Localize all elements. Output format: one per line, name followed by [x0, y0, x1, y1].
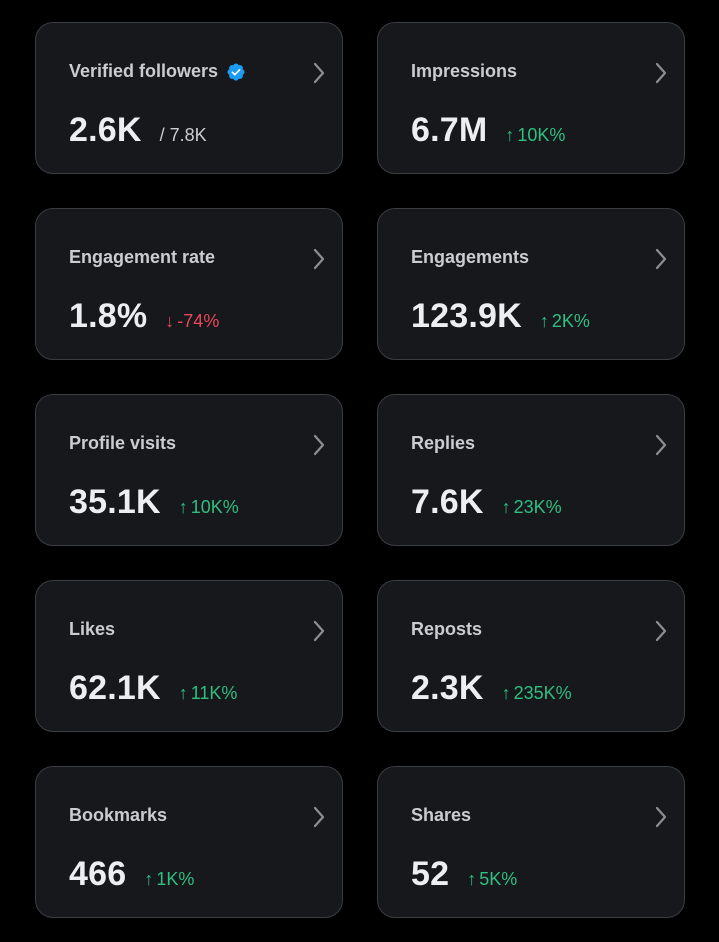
- metric-card-likes[interactable]: Likes 62.1K ↑ 11K%: [35, 580, 343, 732]
- metric-value-row: 52 ↑ 5K%: [411, 855, 517, 894]
- arrow-up-icon: ↑: [178, 497, 188, 517]
- metric-value: 7.6K: [411, 483, 484, 521]
- metric-value-row: 35.1K ↑ 10K%: [69, 483, 239, 522]
- metric-change: ↑ 2K%: [540, 311, 590, 332]
- metric-change: ↓ -74%: [165, 311, 219, 332]
- metric-change-value: 10K%: [190, 497, 239, 517]
- metric-label: Verified followers: [69, 61, 219, 81]
- metric-card-replies[interactable]: Replies 7.6K ↑ 23K%: [377, 394, 685, 546]
- metric-change: ↑ 10K%: [179, 497, 239, 518]
- metric-value-row: 7.6K ↑ 23K%: [411, 483, 562, 522]
- metric-label: Profile visits: [69, 433, 177, 453]
- metric-value: 466: [69, 855, 127, 893]
- arrow-up-icon: ↑: [467, 869, 477, 889]
- chevron-right-icon: [313, 62, 325, 84]
- metric-change: ↑ 1K%: [144, 869, 194, 890]
- metric-change-value: 11K%: [190, 683, 238, 703]
- metric-change-value: 5K%: [479, 869, 518, 889]
- metric-value: 2.3K: [411, 669, 484, 707]
- metric-label: Shares: [411, 805, 472, 825]
- arrow-up-icon: ↑: [178, 683, 188, 703]
- arrow-up-icon: ↑: [144, 869, 154, 889]
- metric-change: ↑ 10K%: [505, 125, 565, 146]
- arrow-up-icon: ↑: [539, 311, 549, 331]
- metric-value: 52: [411, 855, 450, 893]
- arrow-up-icon: ↑: [501, 497, 511, 517]
- arrow-down-icon: ↓: [165, 311, 175, 331]
- metric-change: ↑ 5K%: [467, 869, 517, 890]
- metric-value-row: 6.7M ↑ 10K%: [411, 111, 565, 150]
- metric-value: 35.1K: [69, 483, 161, 521]
- metric-label-wrap: Verified followers: [69, 61, 246, 82]
- metric-label: Engagement rate: [69, 247, 216, 267]
- chevron-right-icon: [655, 248, 667, 270]
- metric-label: Likes: [69, 619, 116, 639]
- metric-change-value: 23K%: [513, 497, 562, 517]
- metric-value-row: 2.3K ↑ 235K%: [411, 669, 572, 708]
- metric-change-value: -74%: [177, 311, 220, 331]
- chevron-right-icon: [313, 620, 325, 642]
- metric-value-row: 62.1K ↑ 11K%: [69, 669, 237, 708]
- metric-value: 62.1K: [69, 669, 161, 707]
- metric-change-value: 2K%: [551, 311, 590, 331]
- metric-change-value: 10K%: [517, 125, 566, 145]
- metric-change: ↑ 235K%: [502, 683, 572, 704]
- chevron-right-icon: [655, 806, 667, 828]
- metric-value: 123.9K: [411, 297, 522, 335]
- metric-value-row: 2.6K / 7.8K: [69, 111, 207, 150]
- metric-label: Replies: [411, 433, 476, 453]
- arrow-up-icon: ↑: [505, 125, 515, 145]
- metric-change: ↑ 11K%: [179, 683, 238, 704]
- metric-card-reposts[interactable]: Reposts 2.3K ↑ 235K%: [377, 580, 685, 732]
- metric-value-row: 1.8% ↓ -74%: [69, 297, 219, 336]
- metric-total: / 7.8K: [159, 125, 207, 145]
- metric-label: Impressions: [411, 61, 518, 81]
- metric-card-shares[interactable]: Shares 52 ↑ 5K%: [377, 766, 685, 918]
- metric-label: Engagements: [411, 247, 530, 267]
- metric-card-engagement-rate[interactable]: Engagement rate 1.8% ↓ -74%: [35, 208, 343, 360]
- verified-badge-icon: [227, 62, 245, 81]
- metric-value-row: 123.9K ↑ 2K%: [411, 297, 590, 336]
- metric-change-value: 235K%: [513, 683, 572, 703]
- metric-value: 2.6K: [69, 111, 142, 149]
- metric-card-verified-followers[interactable]: Verified followers 2.6K / 7.8K: [35, 22, 343, 174]
- arrow-up-icon: ↑: [501, 683, 511, 703]
- metric-card-engagements[interactable]: Engagements 123.9K ↑ 2K%: [377, 208, 685, 360]
- chevron-right-icon: [313, 806, 325, 828]
- chevron-right-icon: [313, 434, 325, 456]
- metric-value-row: 466 ↑ 1K%: [69, 855, 194, 894]
- metric-label: Reposts: [411, 619, 483, 639]
- metric-change: ↑ 23K%: [502, 497, 562, 518]
- metric-card-impressions[interactable]: Impressions 6.7M ↑ 10K%: [377, 22, 685, 174]
- metric-card-bookmarks[interactable]: Bookmarks 466 ↑ 1K%: [35, 766, 343, 918]
- metric-label: Bookmarks: [69, 805, 168, 825]
- metric-change-value: 1K%: [156, 869, 195, 889]
- chevron-right-icon: [313, 248, 325, 270]
- metric-card-profile-visits[interactable]: Profile visits 35.1K ↑ 10K%: [35, 394, 343, 546]
- metric-value: 6.7M: [411, 111, 488, 149]
- chevron-right-icon: [655, 434, 667, 456]
- metric-value: 1.8%: [69, 297, 148, 335]
- chevron-right-icon: [655, 62, 667, 84]
- chevron-right-icon: [655, 620, 667, 642]
